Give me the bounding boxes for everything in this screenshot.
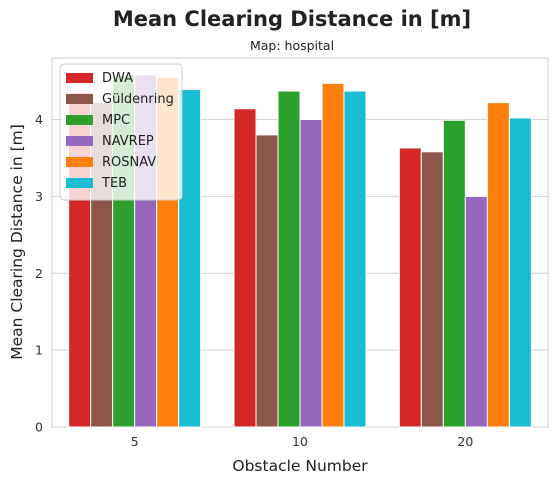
y-tick-label: 2 <box>35 266 43 281</box>
legend-swatch <box>66 115 93 125</box>
y-tick-label: 0 <box>35 420 43 435</box>
bar-rosnav-20 <box>486 102 510 428</box>
bar-navrep-10 <box>299 119 323 428</box>
x-axis-label: Obstacle Number <box>232 457 368 475</box>
y-tick-label: 3 <box>35 189 43 204</box>
chart-subtitle: Map: hospital <box>250 38 334 53</box>
bar-rosnav-10 <box>321 82 345 428</box>
bar-mpc-10 <box>277 90 301 428</box>
legend-label: Güldenring <box>102 92 174 107</box>
legend-label: MPC <box>102 113 130 128</box>
bar-gldenring-20 <box>420 151 444 428</box>
bar-dwa-10 <box>233 108 257 428</box>
x-axis-ticks: 5 10 20 <box>131 434 474 449</box>
legend-swatch <box>66 94 93 104</box>
legend-label: TEB <box>101 176 127 191</box>
chart-title: Mean Clearing Distance in [m] <box>113 7 471 31</box>
legend-label: NAVREP <box>102 134 154 149</box>
x-tick-label: 10 <box>292 434 308 449</box>
bars <box>68 74 532 428</box>
y-axis-ticks: 0 1 2 3 4 <box>35 112 43 435</box>
bar-teb-20 <box>508 117 532 428</box>
y-tick-label: 4 <box>35 112 43 127</box>
bar-gldenring-10 <box>255 134 279 428</box>
bar-teb-5 <box>178 89 202 428</box>
y-axis-label: Mean Clearing Distance in [m] <box>8 124 26 360</box>
legend: DWA Güldenring MPC NAVREP ROSNAV TEB <box>59 63 183 201</box>
legend-label: DWA <box>102 71 133 86</box>
x-tick-label: 5 <box>131 434 139 449</box>
x-tick-label: 20 <box>457 434 473 449</box>
bar-mpc-20 <box>442 119 466 428</box>
legend-swatch <box>66 178 93 188</box>
bar-navrep-20 <box>464 195 488 428</box>
bar-dwa-20 <box>398 147 422 428</box>
legend-swatch <box>66 136 93 146</box>
legend-label: ROSNAV <box>102 155 156 170</box>
legend-swatch <box>66 73 93 83</box>
y-tick-label: 1 <box>35 343 43 358</box>
legend-swatch <box>66 157 93 167</box>
bar-teb-10 <box>343 90 367 428</box>
